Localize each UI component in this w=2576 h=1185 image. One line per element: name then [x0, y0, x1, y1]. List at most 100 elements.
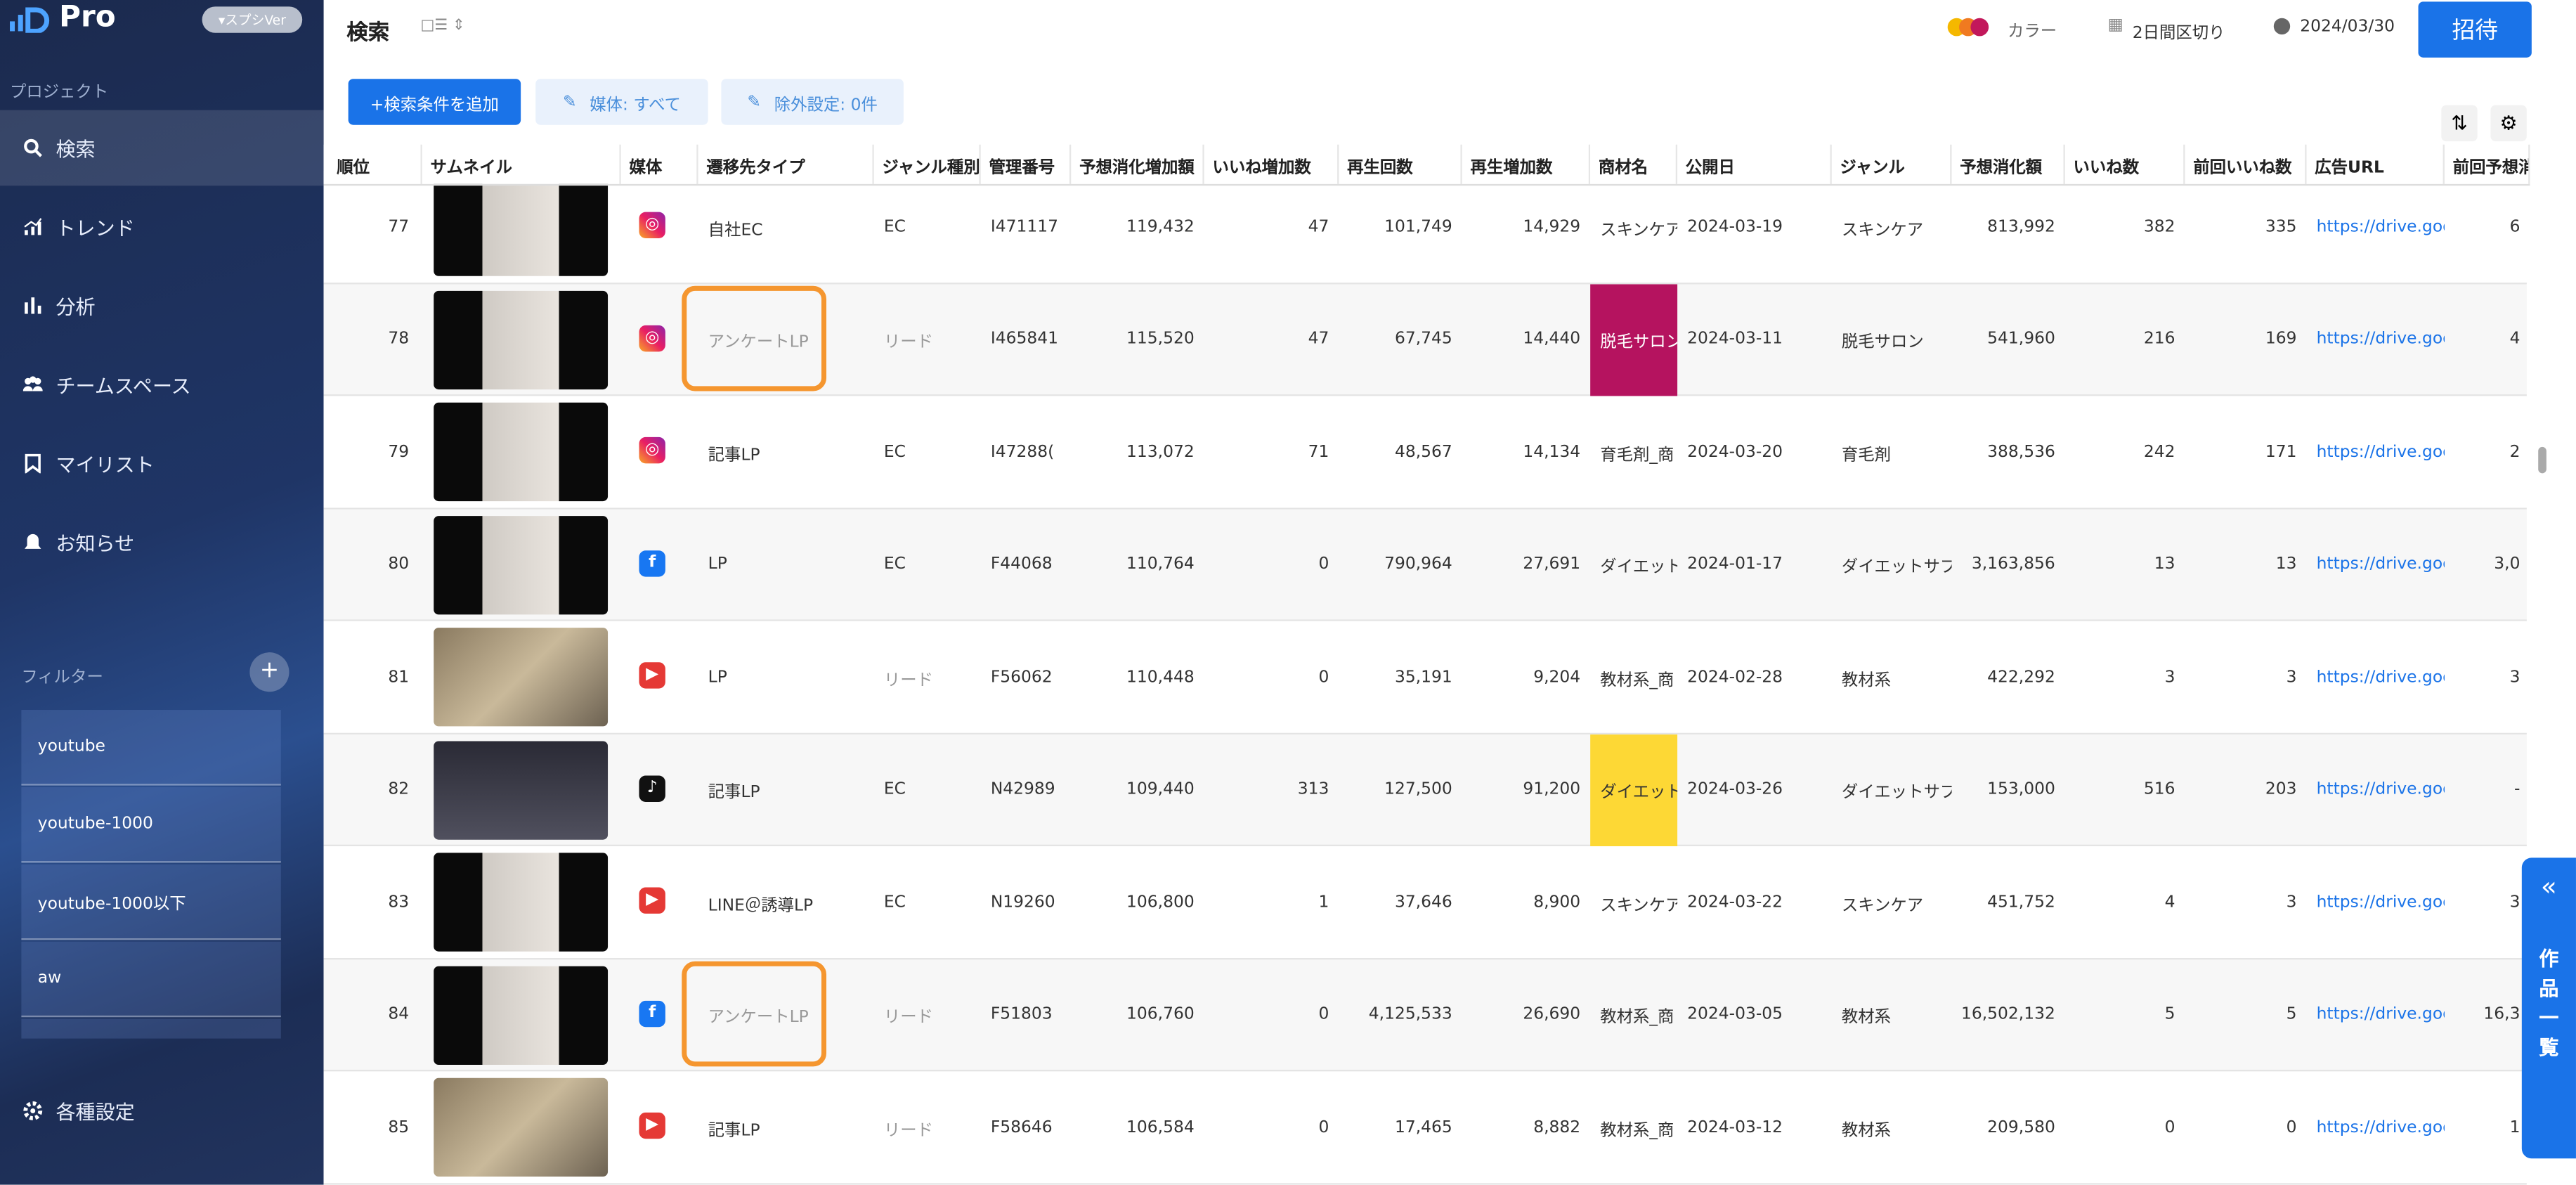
column-header[interactable]: 媒体 — [620, 144, 698, 184]
column-header[interactable]: 遷移先タイプ — [698, 144, 874, 184]
table-row[interactable]: 85 記事LP リード F58646 106,584 0 17,465 8,882 教材系_商 2… — [323, 1071, 2527, 1184]
date-select[interactable]: 2024/03/30 — [2300, 18, 2395, 37]
media-filter-button[interactable]: ✎ 媒体: すべて — [535, 79, 708, 125]
table-cell[interactable]: https://drive.goog — [2316, 780, 2445, 799]
filter-item[interactable]: youtube-1000 — [21, 786, 281, 863]
table-cell: 記事LP — [708, 784, 760, 802]
table-cell: 2024-03-12 — [1687, 1118, 1783, 1137]
table-cell: F58646 — [990, 1118, 1053, 1137]
table-cell: 382 — [2143, 217, 2175, 236]
table-cell: 115,520 — [1126, 330, 1195, 349]
table-cell: F51803 — [990, 1005, 1053, 1024]
column-header[interactable]: ジャンル — [1831, 144, 1952, 184]
table-cell[interactable]: https://drive.goog — [2316, 217, 2445, 236]
thumbnail[interactable] — [434, 1077, 609, 1177]
table-row[interactable]: 79 記事LP EC I47288(113,072 71 48,567 14,134 育毛剤_… — [323, 396, 2527, 509]
table-cell: スキンケア — [1600, 896, 1678, 915]
column-header[interactable]: 公開日 — [1677, 144, 1832, 184]
nav-item[interactable]: マイリスト — [0, 426, 324, 502]
table-row[interactable]: 84 アンケートLP リード F51803 106,760 0 4,125,533 26,69… — [323, 959, 2527, 1072]
table-cell[interactable]: https://drive.goog — [2316, 893, 2445, 912]
settings-button[interactable]: ⚙ — [2490, 105, 2527, 142]
thumbnail[interactable] — [434, 965, 609, 1064]
table-cell: アンケートLP — [708, 1009, 809, 1028]
table-cell[interactable]: https://drive.goog — [2316, 668, 2445, 687]
table-cell[interactable]: https://drive.goog — [2316, 1005, 2445, 1024]
settings-link[interactable]: 各種設定 — [0, 1073, 324, 1149]
column-header[interactable]: 再生回数 — [1339, 144, 1462, 184]
nav-item[interactable]: お知らせ — [0, 505, 324, 581]
table-cell: 113,072 — [1126, 443, 1195, 461]
thumbnail[interactable] — [434, 740, 609, 839]
table-cell[interactable]: https://drive.goog — [2316, 1118, 2445, 1137]
column-header[interactable]: 前回いいね数 — [2185, 144, 2307, 184]
column-header[interactable]: 広告URL — [2306, 144, 2445, 184]
version-badge[interactable]: ▾スプシVer — [202, 6, 303, 33]
table-cell[interactable]: https://drive.goog — [2316, 555, 2445, 574]
column-header[interactable]: 予想消化額 — [1951, 144, 2065, 184]
table-cell: 2024-03-05 — [1687, 1005, 1783, 1024]
table-cell[interactable]: https://drive.goog — [2316, 443, 2445, 461]
column-header[interactable]: 管理番号 — [980, 144, 1072, 184]
column-header[interactable]: いいね増加数 — [1204, 144, 1339, 184]
sort-button[interactable]: ⇅ — [2441, 105, 2478, 142]
media-icon: ◎ — [639, 436, 665, 464]
column-header[interactable]: 順位 — [323, 144, 422, 184]
table-cell: 2024-03-22 — [1687, 893, 1783, 912]
nav-item[interactable]: チームスペース — [0, 347, 324, 422]
period-select[interactable]: 2日間区切り — [2132, 25, 2225, 43]
table-cell: - — [2514, 780, 2520, 799]
column-header[interactable]: いいね数 — [2064, 144, 2185, 184]
table-cell: 記事LP — [708, 1121, 760, 1140]
column-header[interactable]: サムネイル — [422, 144, 621, 184]
table-cell: 4 — [2509, 330, 2520, 349]
table-cell: 79 — [388, 443, 410, 461]
table-cell: 0 — [2164, 1118, 2175, 1137]
logo-icon — [10, 7, 50, 33]
table-cell: 82 — [388, 780, 410, 799]
table-cell: 216 — [2143, 330, 2175, 349]
column-header[interactable]: 前回予想消化 — [2444, 144, 2530, 184]
filter-item[interactable]: aw — [21, 941, 281, 1018]
thumbnail[interactable] — [434, 628, 609, 727]
nav-item[interactable]: 検索 — [0, 110, 324, 186]
color-dots[interactable] — [1947, 16, 2000, 37]
thumbnail[interactable] — [434, 853, 609, 952]
table-cell: 27,691 — [1523, 555, 1581, 574]
table-row[interactable]: 83 LINE＠誘導LP EC N19260 106,800 1 37,646 8,900 スキ… — [323, 846, 2527, 959]
filter-item[interactable]: youtube-1000以下 — [21, 864, 281, 940]
column-header[interactable]: ジャンル種別 — [873, 144, 981, 184]
thumbnail[interactable] — [434, 514, 609, 614]
table-cell: 541,960 — [1987, 330, 2055, 349]
table-row[interactable]: 80 LP EC F44068 110,764 0 790,964 27,691 ダイエット 20… — [323, 508, 2527, 621]
table-cell[interactable]: https://drive.goog — [2316, 330, 2445, 349]
table-row[interactable]: 82 記事LP EC N42989 109,440 313 127,500 91,200 ダイエ… — [323, 733, 2527, 847]
table-cell: 790,964 — [1384, 555, 1452, 574]
table-cell: 119,432 — [1126, 217, 1195, 236]
table-cell: EC — [883, 217, 906, 236]
add-filter-button[interactable]: + — [249, 652, 290, 692]
table-cell: 26,690 — [1523, 1005, 1581, 1024]
exclude-button[interactable]: ✎ 除外設定: 0件 — [721, 79, 904, 125]
nav-item[interactable]: 分析 — [0, 268, 324, 344]
table-cell: 教材系_商 — [1600, 1121, 1674, 1140]
column-header[interactable]: 再生増加数 — [1462, 144, 1591, 184]
invite-button[interactable]: 招待 — [2418, 1, 2532, 58]
view-toggle[interactable]: □☰ ⇕ — [420, 18, 465, 35]
table-row[interactable]: 78 アンケートLP リード I465841 115,520 47 67,745 14,440… — [323, 283, 2527, 396]
nav-text: 検索 — [56, 137, 96, 160]
nav-icon — [24, 138, 42, 157]
filter-item[interactable]: youtube — [21, 710, 281, 786]
works-tab[interactable]: « 作品一覧 — [2521, 857, 2576, 1159]
column-header[interactable]: 商材名 — [1590, 144, 1678, 184]
page-title: 検索 — [346, 21, 390, 46]
column-header[interactable]: 予想消化増加額 — [1071, 144, 1204, 184]
table-cell: 4 — [2164, 893, 2175, 912]
thumbnail[interactable] — [434, 402, 609, 502]
add-condition-button[interactable]: +検索条件を追加 — [348, 79, 521, 125]
table-row[interactable]: 81 LP リード F56062 110,448 0 35,191 9,204 教材系_商 202… — [323, 621, 2527, 734]
thumbnail[interactable] — [434, 177, 609, 276]
nav-item[interactable]: トレンド — [0, 189, 324, 265]
thumbnail[interactable] — [434, 290, 609, 389]
table-row[interactable]: 77 自社EC EC I471117 119,432 47 101,749 14,929 スキン… — [323, 171, 2527, 284]
